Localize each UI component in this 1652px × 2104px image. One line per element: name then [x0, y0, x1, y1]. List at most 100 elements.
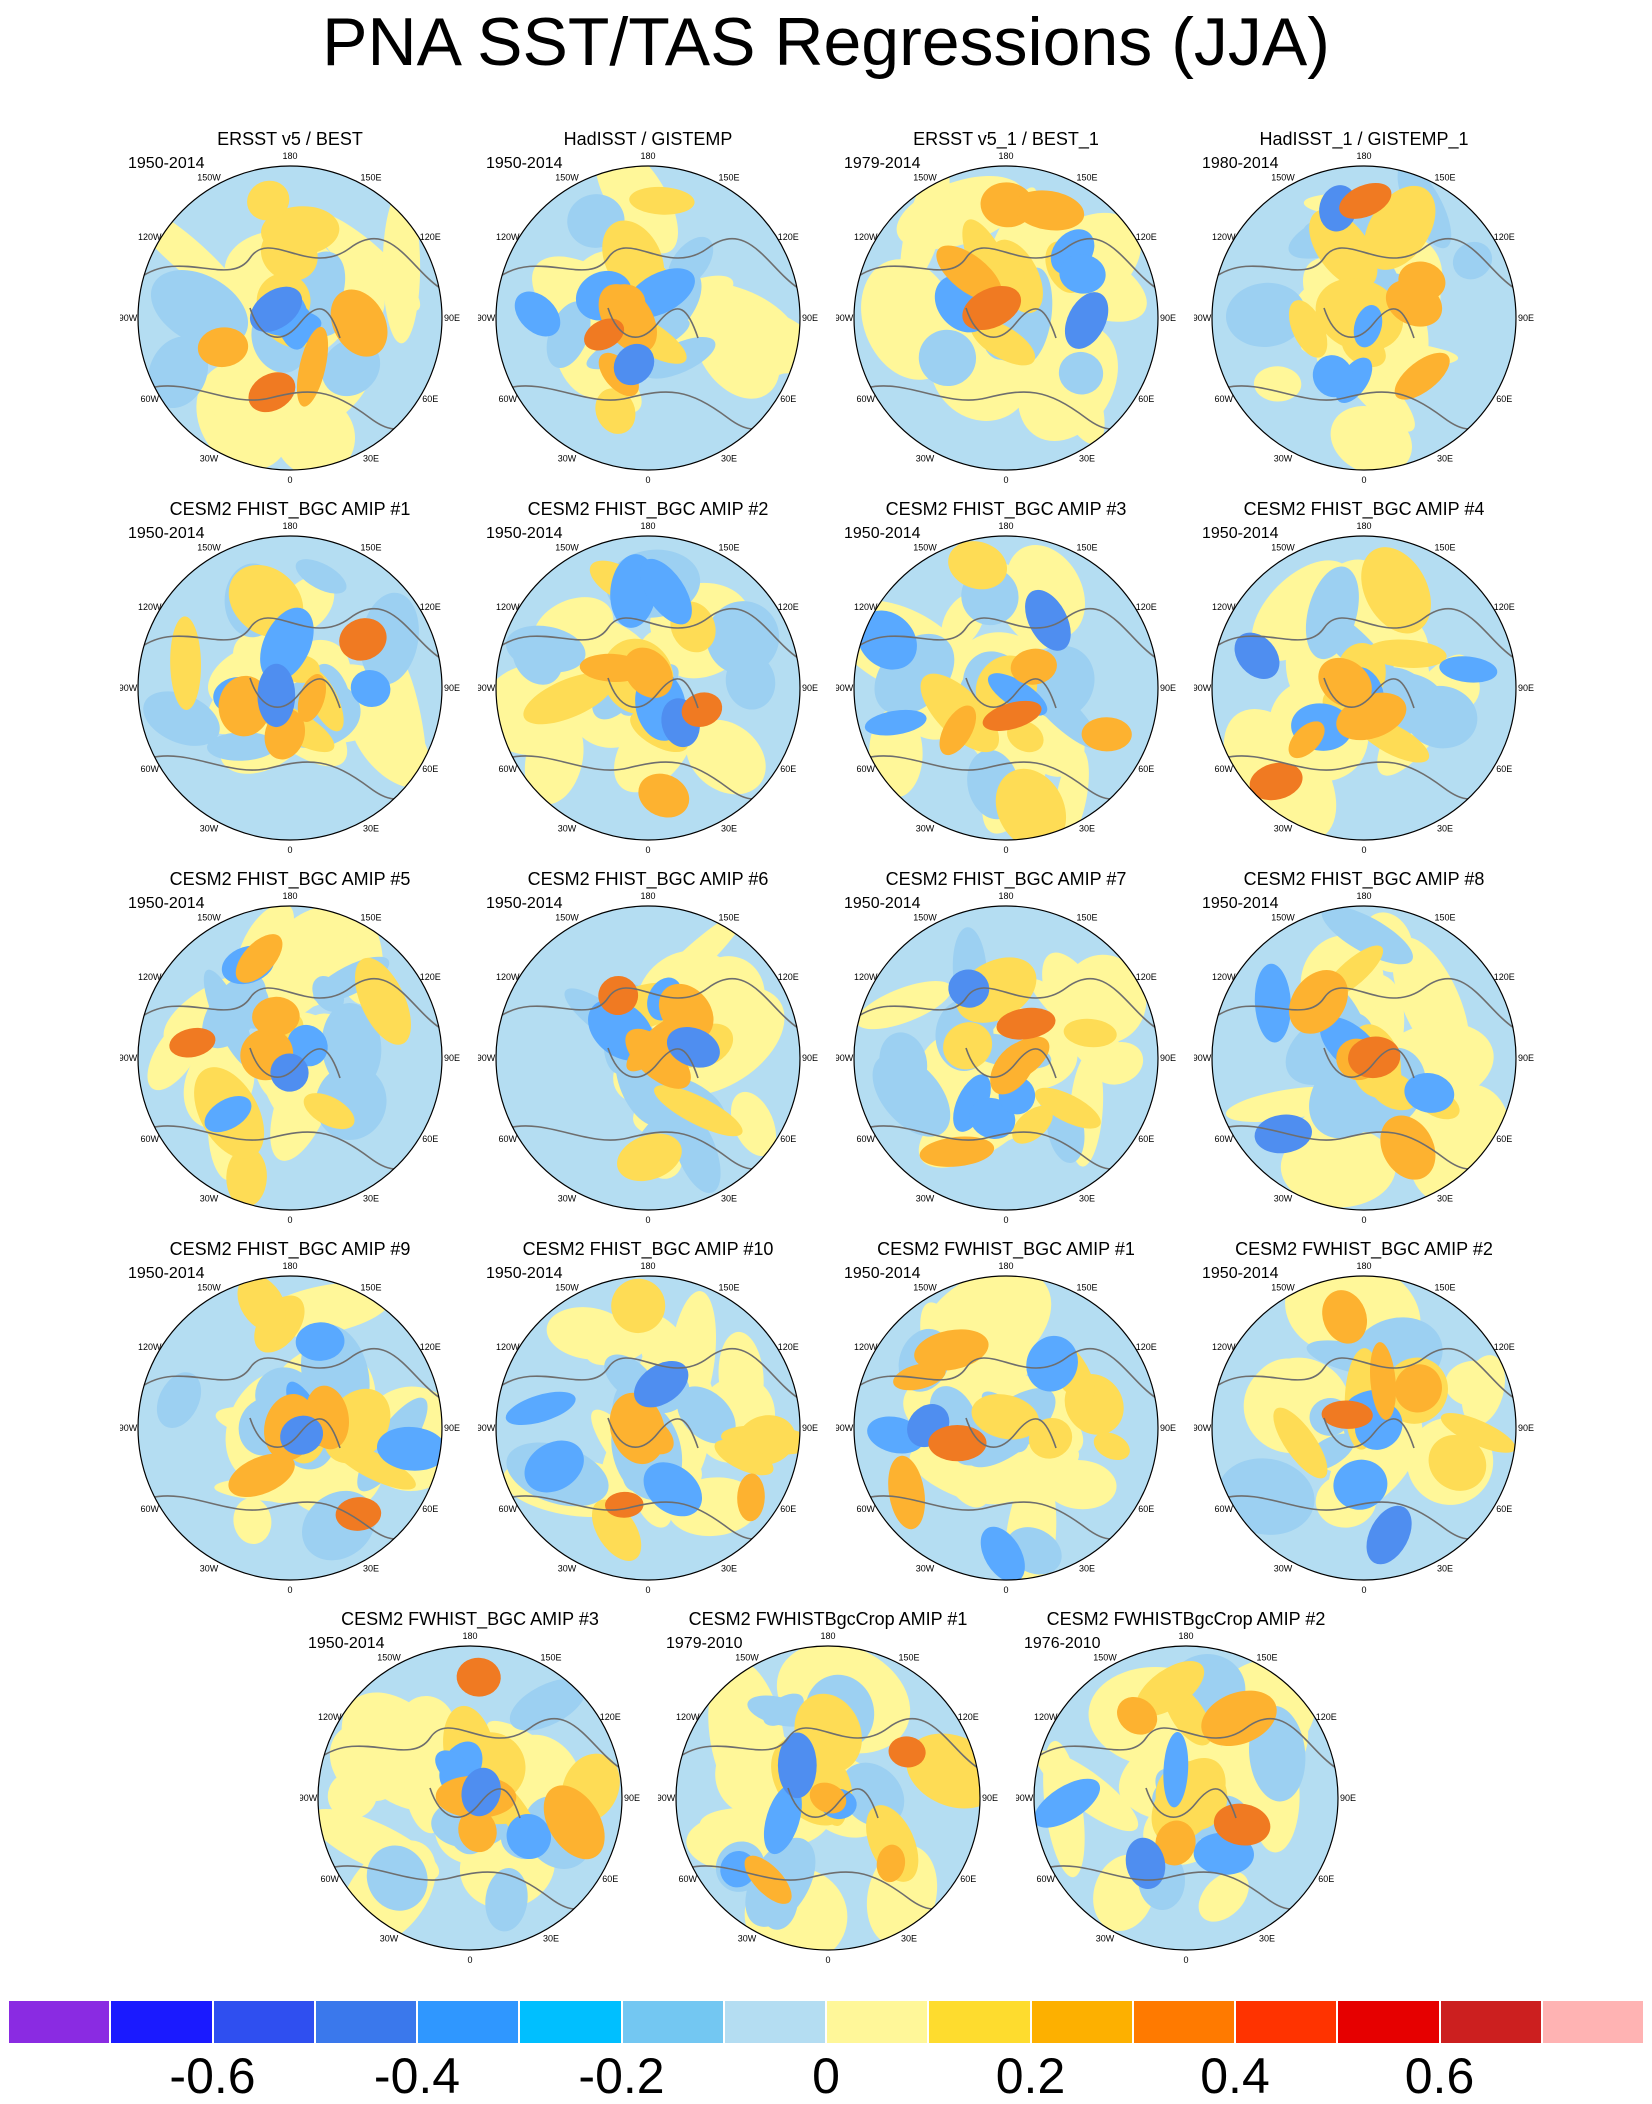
longitude-label: 30W [916, 823, 935, 833]
map-border [495, 535, 801, 841]
anomaly-patch [617, 1133, 682, 1182]
panel-title: CESM2 FHIST_BGC AMIP #7 [885, 869, 1127, 889]
map-border [495, 1275, 801, 1581]
panel-title: ERSST v5_1 / BEST_1 [913, 129, 1099, 149]
longitude-label: 120W [138, 1342, 162, 1352]
anomaly-patch [1058, 351, 1104, 395]
anomaly-patch [505, 1391, 576, 1426]
anomaly-patch [737, 1473, 765, 1522]
anomaly-patch [1394, 352, 1450, 400]
anomaly-patch [613, 343, 655, 386]
longitude-label: 60W [1036, 1874, 1055, 1884]
longitude-label: 180 [998, 151, 1013, 161]
longitude-label: 150E [718, 913, 739, 923]
anomaly-patch [666, 1026, 720, 1068]
anomaly-patch [256, 906, 348, 1000]
polar-map: 180 150E 120E 90E 60E 30E 0 30W 60W 90W 120W 150W [120, 151, 460, 485]
longitude-label: 30W [200, 1563, 219, 1573]
anomaly-patch [730, 1091, 777, 1157]
longitude-label: 150W [197, 1283, 221, 1293]
longitude-label: 180 [640, 891, 655, 901]
anomaly-patch [335, 1497, 382, 1531]
anomaly-patch [876, 1844, 906, 1883]
anomaly-patch [598, 975, 639, 1016]
map-panel: CESM2 FHIST_BGC AMIP #1 1950-2014 180 150E 1… [120, 498, 460, 858]
map-panel: CESM2 FHIST_BGC AMIP #2 1950-2014 180 150E 1… [478, 498, 818, 858]
anomaly-patch [1163, 1732, 1189, 1808]
colorbar-box [826, 2000, 929, 2044]
colorbar-tick-label: 0 [812, 2048, 840, 2104]
anomaly-patch [247, 180, 290, 221]
longitude-label: 30W [558, 1193, 577, 1203]
longitude-label: 0 [287, 475, 292, 485]
longitude-label: 0 [1361, 1215, 1366, 1225]
colorbar-box [1030, 2000, 1133, 2044]
longitude-label: 0 [287, 1585, 292, 1595]
longitude-label: 150W [913, 173, 937, 183]
anomaly-patch [514, 291, 561, 337]
anomaly-patch [625, 1028, 691, 1089]
anomaly-patch [1445, 1360, 1505, 1407]
anomaly-patch [1246, 1358, 1312, 1428]
anomaly-patch [197, 327, 249, 368]
longitude-label: 0 [645, 1585, 650, 1595]
polar-map: 180 150E 120E 90E 60E 30E 0 30W 60W 90W 120W 150W [1194, 891, 1534, 1225]
colorbar-tick-label: -0.2 [578, 2048, 665, 2104]
longitude-label: 90E [1518, 1423, 1534, 1433]
anomaly-patch [943, 1022, 993, 1070]
longitude-label: 30W [558, 453, 577, 463]
longitude-label: 120E [1136, 972, 1157, 982]
longitude-label: 60E [780, 1134, 796, 1144]
anomaly-patch [970, 319, 1036, 366]
longitude-label: 120E [1136, 232, 1157, 242]
longitude-label: 90W [1016, 1793, 1034, 1803]
anomaly-patch [1439, 656, 1498, 683]
colorbar-box [928, 2000, 1031, 2044]
anomaly-patch [686, 719, 766, 795]
longitude-label: 120E [420, 1342, 441, 1352]
map-panel: CESM2 FHIST_BGC AMIP #7 1950-2014 180 150E 1… [836, 868, 1176, 1228]
anomaly-patch [744, 1855, 792, 1904]
anomaly-patch [360, 592, 419, 685]
colorbar-tick-label: 0.4 [1200, 2048, 1270, 2104]
map-panel: HadISST / GISTEMP 1950-2014 180 150E 120E 90E… [478, 128, 818, 488]
anomaly-patch [170, 616, 202, 710]
longitude-label: 30E [721, 823, 737, 833]
longitude-label: 60W [856, 1134, 875, 1144]
longitude-label: 150E [1076, 913, 1097, 923]
longitude-label: 120W [496, 972, 520, 982]
anomaly-patch [237, 1276, 287, 1332]
anomaly-patch [605, 1491, 644, 1518]
polar-map: 180 150E 120E 90E 60E 30E 0 30W 60W 90W 120W 150W [836, 521, 1176, 855]
colorbar-box [723, 2000, 826, 2044]
panel-title: CESM2 FHIST_BGC AMIP #2 [527, 499, 769, 519]
longitude-label: 90E [982, 1793, 998, 1803]
map-border [317, 1645, 623, 1951]
anomaly-patch [458, 1809, 497, 1853]
colorbar-box [1337, 2000, 1440, 2044]
anomaly-patch [249, 286, 303, 332]
longitude-label: 120W [854, 1342, 878, 1352]
panel-title: CESM2 FHIST_BGC AMIP #9 [169, 1239, 411, 1259]
anomaly-patch [995, 768, 1067, 840]
map-panel: CESM2 FHIST_BGC AMIP #4 1950-2014 180 150E 1… [1194, 498, 1534, 858]
anomaly-patch [888, 1455, 926, 1530]
longitude-label: 30E [363, 453, 379, 463]
longitude-label: 120W [1212, 972, 1236, 982]
colorbar-box [417, 2000, 520, 2044]
panel-period: 1950-2014 [486, 525, 563, 542]
anomaly-patch [252, 996, 300, 1037]
anomaly-patch [523, 672, 615, 725]
map-border [495, 905, 801, 1211]
longitude-label: 150E [1256, 1653, 1277, 1663]
longitude-label: 30W [916, 1563, 935, 1573]
longitude-label: 120E [778, 1342, 799, 1352]
map-border [137, 165, 443, 471]
longitude-label: 150W [1271, 913, 1295, 923]
anomaly-patch [303, 1093, 355, 1130]
anomaly-patch [382, 191, 421, 344]
anomaly-patch [1217, 1458, 1315, 1535]
longitude-label: 150E [718, 543, 739, 553]
longitude-label: 150E [1076, 1283, 1097, 1293]
longitude-label: 30E [721, 1563, 737, 1573]
